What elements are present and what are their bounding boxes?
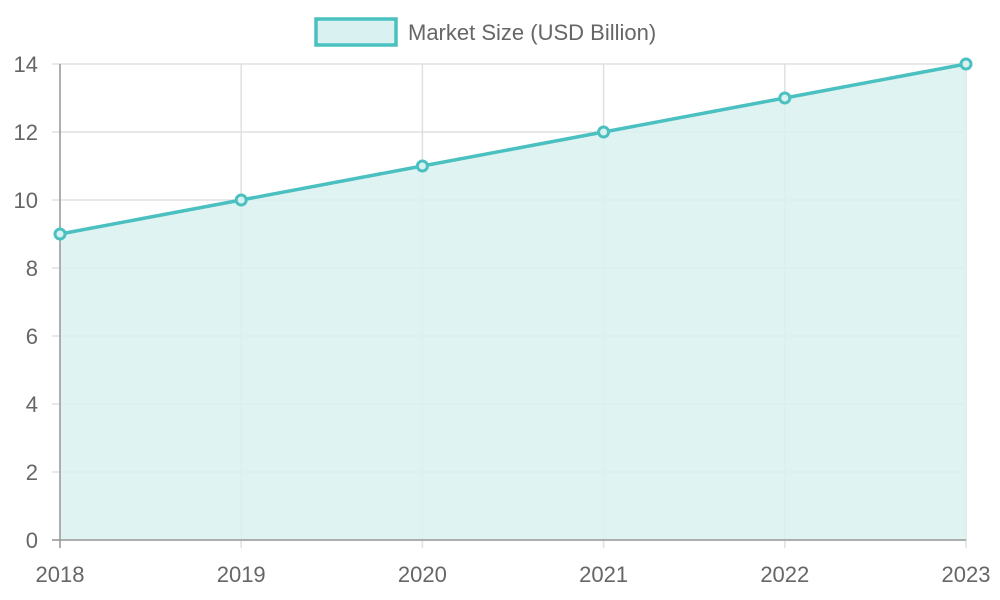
y-tick-label: 2 — [26, 460, 38, 485]
y-tick-label: 10 — [14, 188, 38, 213]
x-tick-label: 2020 — [398, 562, 447, 587]
series-line — [59, 62, 967, 236]
area-layer — [59, 62, 967, 540]
data-point[interactable] — [53, 227, 67, 241]
y-tick-label: 0 — [26, 528, 38, 553]
y-tick-label: 6 — [26, 324, 38, 349]
legend-label[interactable]: Market Size (USD Billion) — [408, 20, 656, 45]
x-tick-label: 2023 — [942, 562, 991, 587]
data-point[interactable] — [415, 159, 429, 173]
x-tick-label: 2018 — [36, 562, 85, 587]
x-tick-label: 2022 — [760, 562, 809, 587]
data-point[interactable] — [778, 91, 792, 105]
x-tick-label: 2019 — [217, 562, 266, 587]
axes — [52, 64, 966, 548]
y-tick-label: 14 — [14, 52, 38, 77]
series-area-fill — [60, 64, 966, 540]
data-point[interactable] — [234, 193, 248, 207]
y-tick-label: 8 — [26, 256, 38, 281]
legend[interactable]: Market Size (USD Billion) — [314, 17, 656, 47]
data-point[interactable] — [959, 57, 973, 71]
data-points — [53, 57, 973, 241]
y-tick-label: 12 — [14, 120, 38, 145]
legend-swatch[interactable] — [314, 17, 398, 47]
x-tick-label: 2021 — [579, 562, 628, 587]
tick-labels: 0 2 4 6 8 10 12 14 2018 2019 2020 2021 2022 2023 — [14, 52, 991, 587]
data-point[interactable] — [597, 125, 611, 139]
y-tick-label: 4 — [26, 392, 38, 417]
